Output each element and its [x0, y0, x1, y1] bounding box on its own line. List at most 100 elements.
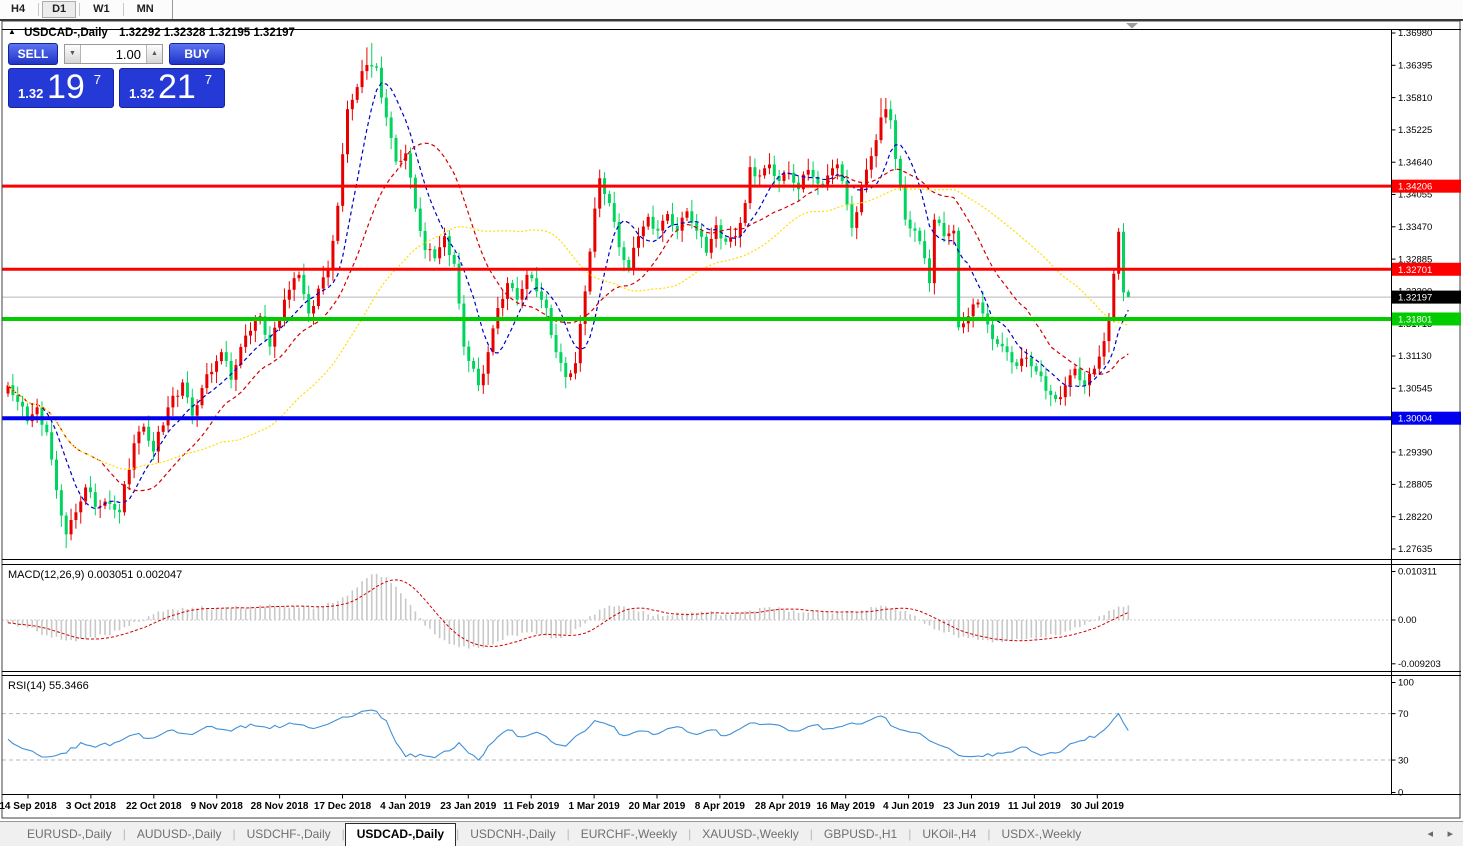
candlestick-series	[6, 42, 1130, 549]
tab-ukoilh4[interactable]: UKOil-,H4	[922, 827, 977, 841]
chart-title: ▲ USDCAD-,Daily 1.32292 1.32328 1.32195 …	[8, 27, 295, 39]
current-price-badge: 1.32197	[1392, 290, 1461, 304]
toolbar-separator	[38, 3, 40, 16]
tab-separator: |	[908, 827, 912, 841]
rsi-axis[interactable]: 100 70 30 0	[1391, 678, 1414, 799]
tab-usdxweekly[interactable]: USDX-,Weekly	[1001, 827, 1082, 841]
tab-separator: |	[456, 827, 460, 841]
price-badge-1.34206-text: 1.34206	[1398, 182, 1432, 193]
volume-increase-button[interactable]: ▲	[146, 45, 162, 63]
price-badge-1.30004-text: 1.30004	[1398, 414, 1432, 425]
date-axis-label: 16 May 2019	[817, 801, 876, 812]
price-axis-label: 1.36980	[1398, 28, 1432, 39]
price-axis-label: 1.27635	[1398, 544, 1432, 555]
buy-price-prefix: 1.32	[129, 86, 155, 101]
date-axis-label: 3 Oct 2018	[66, 801, 116, 812]
date-axis-label: 20 Mar 2019	[629, 801, 686, 812]
date-axis-label: 28 Nov 2018	[251, 801, 309, 812]
ma-mid-line	[7, 142, 1129, 492]
ma-fast-line	[7, 82, 1129, 510]
timeframe-button-mn[interactable]: MN	[136, 3, 154, 15]
tab-usdcnhdaily[interactable]: USDCNH-,Daily	[470, 827, 556, 841]
rsi-axis-label: 0	[1398, 788, 1403, 799]
date-axis-label: 14 Sep 2018	[0, 801, 57, 812]
price-axis-label: 1.33470	[1398, 222, 1432, 233]
sell-price-display[interactable]: 1.32 19 7	[8, 68, 114, 108]
buy-button[interactable]: BUY	[169, 43, 225, 65]
buy-price-point: 7	[204, 72, 212, 87]
date-axis-label: 4 Jun 2019	[883, 801, 935, 812]
toolbar-section-divider	[171, 0, 173, 19]
rsi-axis-label: 100	[1398, 678, 1414, 689]
tab-scroll-right-icon[interactable]: ▸	[1447, 828, 1453, 840]
timeframe-toolbar: H4 D1 W1 MN	[0, 0, 1463, 21]
rsi-axis-label: 70	[1398, 709, 1409, 720]
volume-input[interactable]	[81, 45, 146, 63]
tab-eurusddaily[interactable]: EURUSD-,Daily	[27, 827, 112, 841]
tab-eurchfweekly[interactable]: EURCHF-,Weekly	[580, 827, 678, 841]
rsi-label: RSI(14) 55.3466	[8, 680, 89, 692]
time-axis[interactable]: 14 Sep 2018 3 Oct 2018 22 Oct 2018 9 Nov 20…	[0, 794, 1124, 813]
timeframe-button-h4[interactable]: H4	[11, 3, 26, 15]
price-axis-label: 1.36395	[1398, 61, 1432, 72]
rsi-axis-label: 30	[1398, 755, 1409, 766]
tab-separator: |	[688, 827, 692, 841]
rsi-pane	[2, 709, 1392, 761]
price-axis-label: 1.28805	[1398, 480, 1432, 491]
tab-separator: |	[809, 827, 813, 841]
chart-frame	[1, 20, 1461, 819]
price-axis-label: 1.28220	[1398, 512, 1432, 523]
sell-button[interactable]: SELL	[8, 43, 58, 65]
collapse-panel-icon[interactable]: ▲	[8, 27, 16, 36]
ma-slow-line	[7, 188, 1129, 470]
macd-axis-label: -0.009203	[1398, 659, 1441, 670]
symbol-name: USDCAD-,Daily	[24, 27, 108, 39]
date-axis-label: 11 Jul 2019	[1008, 801, 1061, 812]
date-axis-label: 17 Dec 2018	[314, 801, 372, 812]
volume-decrease-button[interactable]: ▼	[65, 45, 81, 63]
scroll-to-end-marker-icon[interactable]	[1126, 23, 1138, 29]
chart-tabbar: EURUSD-,Daily | AUDUSD-,Daily | USDCHF-,Dail…	[0, 821, 1463, 846]
sell-price-prefix: 1.32	[18, 86, 44, 101]
tab-separator: |	[566, 827, 570, 841]
rsi-line	[7, 709, 1129, 761]
macd-axis[interactable]: 0.010311 0.00 -0.009203	[1391, 567, 1441, 670]
one-click-trade-panel: SELL ▼ ▲ BUY 1.32 19 7 1.32 21 7	[8, 43, 226, 108]
price-axis-label: 1.29390	[1398, 447, 1432, 458]
date-axis-label: 9 Nov 2018	[191, 801, 244, 812]
volume-stepper: ▼ ▲	[64, 44, 163, 64]
date-axis-label: 11 Feb 2019	[503, 801, 560, 812]
tab-separator: |	[122, 827, 126, 841]
sell-price-point: 7	[93, 72, 101, 87]
price-badge-1.32701: 1.32701	[1392, 262, 1461, 276]
tab-separator: |	[341, 827, 345, 841]
tab-scroll-left-icon[interactable]: ◂	[1427, 828, 1433, 840]
tab-audusddaily[interactable]: AUDUSD-,Daily	[136, 827, 222, 841]
tab-usdcaddaily[interactable]: USDCAD-,Daily	[344, 822, 457, 846]
price-axis-label: 1.31130	[1398, 351, 1432, 362]
price-axis-label: 1.34055	[1398, 190, 1432, 201]
tab-separator: |	[232, 827, 236, 841]
price-axis-label: 1.35810	[1398, 93, 1432, 104]
macd-label: MACD(12,26,9) 0.003051 0.002047	[8, 569, 183, 581]
buy-price-display[interactable]: 1.32 21 7	[119, 68, 225, 108]
price-badge-1.32701-text: 1.32701	[1398, 265, 1432, 276]
timeframe-button-d1[interactable]: D1	[42, 1, 77, 18]
tab-xauusdweekly[interactable]: XAUUSD-,Weekly	[702, 827, 799, 841]
tab-separator: |	[987, 827, 991, 841]
timeframe-button-w1[interactable]: W1	[93, 3, 110, 15]
date-axis-label: 23 Jan 2019	[440, 801, 497, 812]
price-badge-1.34206: 1.34206	[1392, 179, 1461, 193]
tab-usdchfdaily[interactable]: USDCHF-,Daily	[246, 827, 331, 841]
price-badge-1.31801-text: 1.31801	[1398, 314, 1432, 325]
toolbar-separator	[79, 3, 81, 16]
current-price-badge-text: 1.32197	[1398, 293, 1432, 304]
tab-gbpusdh1[interactable]: GBPUSD-,H1	[823, 827, 898, 841]
macd-pane	[2, 573, 1392, 649]
date-axis-label: 1 Mar 2019	[569, 801, 621, 812]
date-axis-label: 4 Jan 2019	[380, 801, 431, 812]
sell-price-pips: 19	[47, 68, 85, 106]
price-axis-label: 1.35225	[1398, 125, 1432, 136]
